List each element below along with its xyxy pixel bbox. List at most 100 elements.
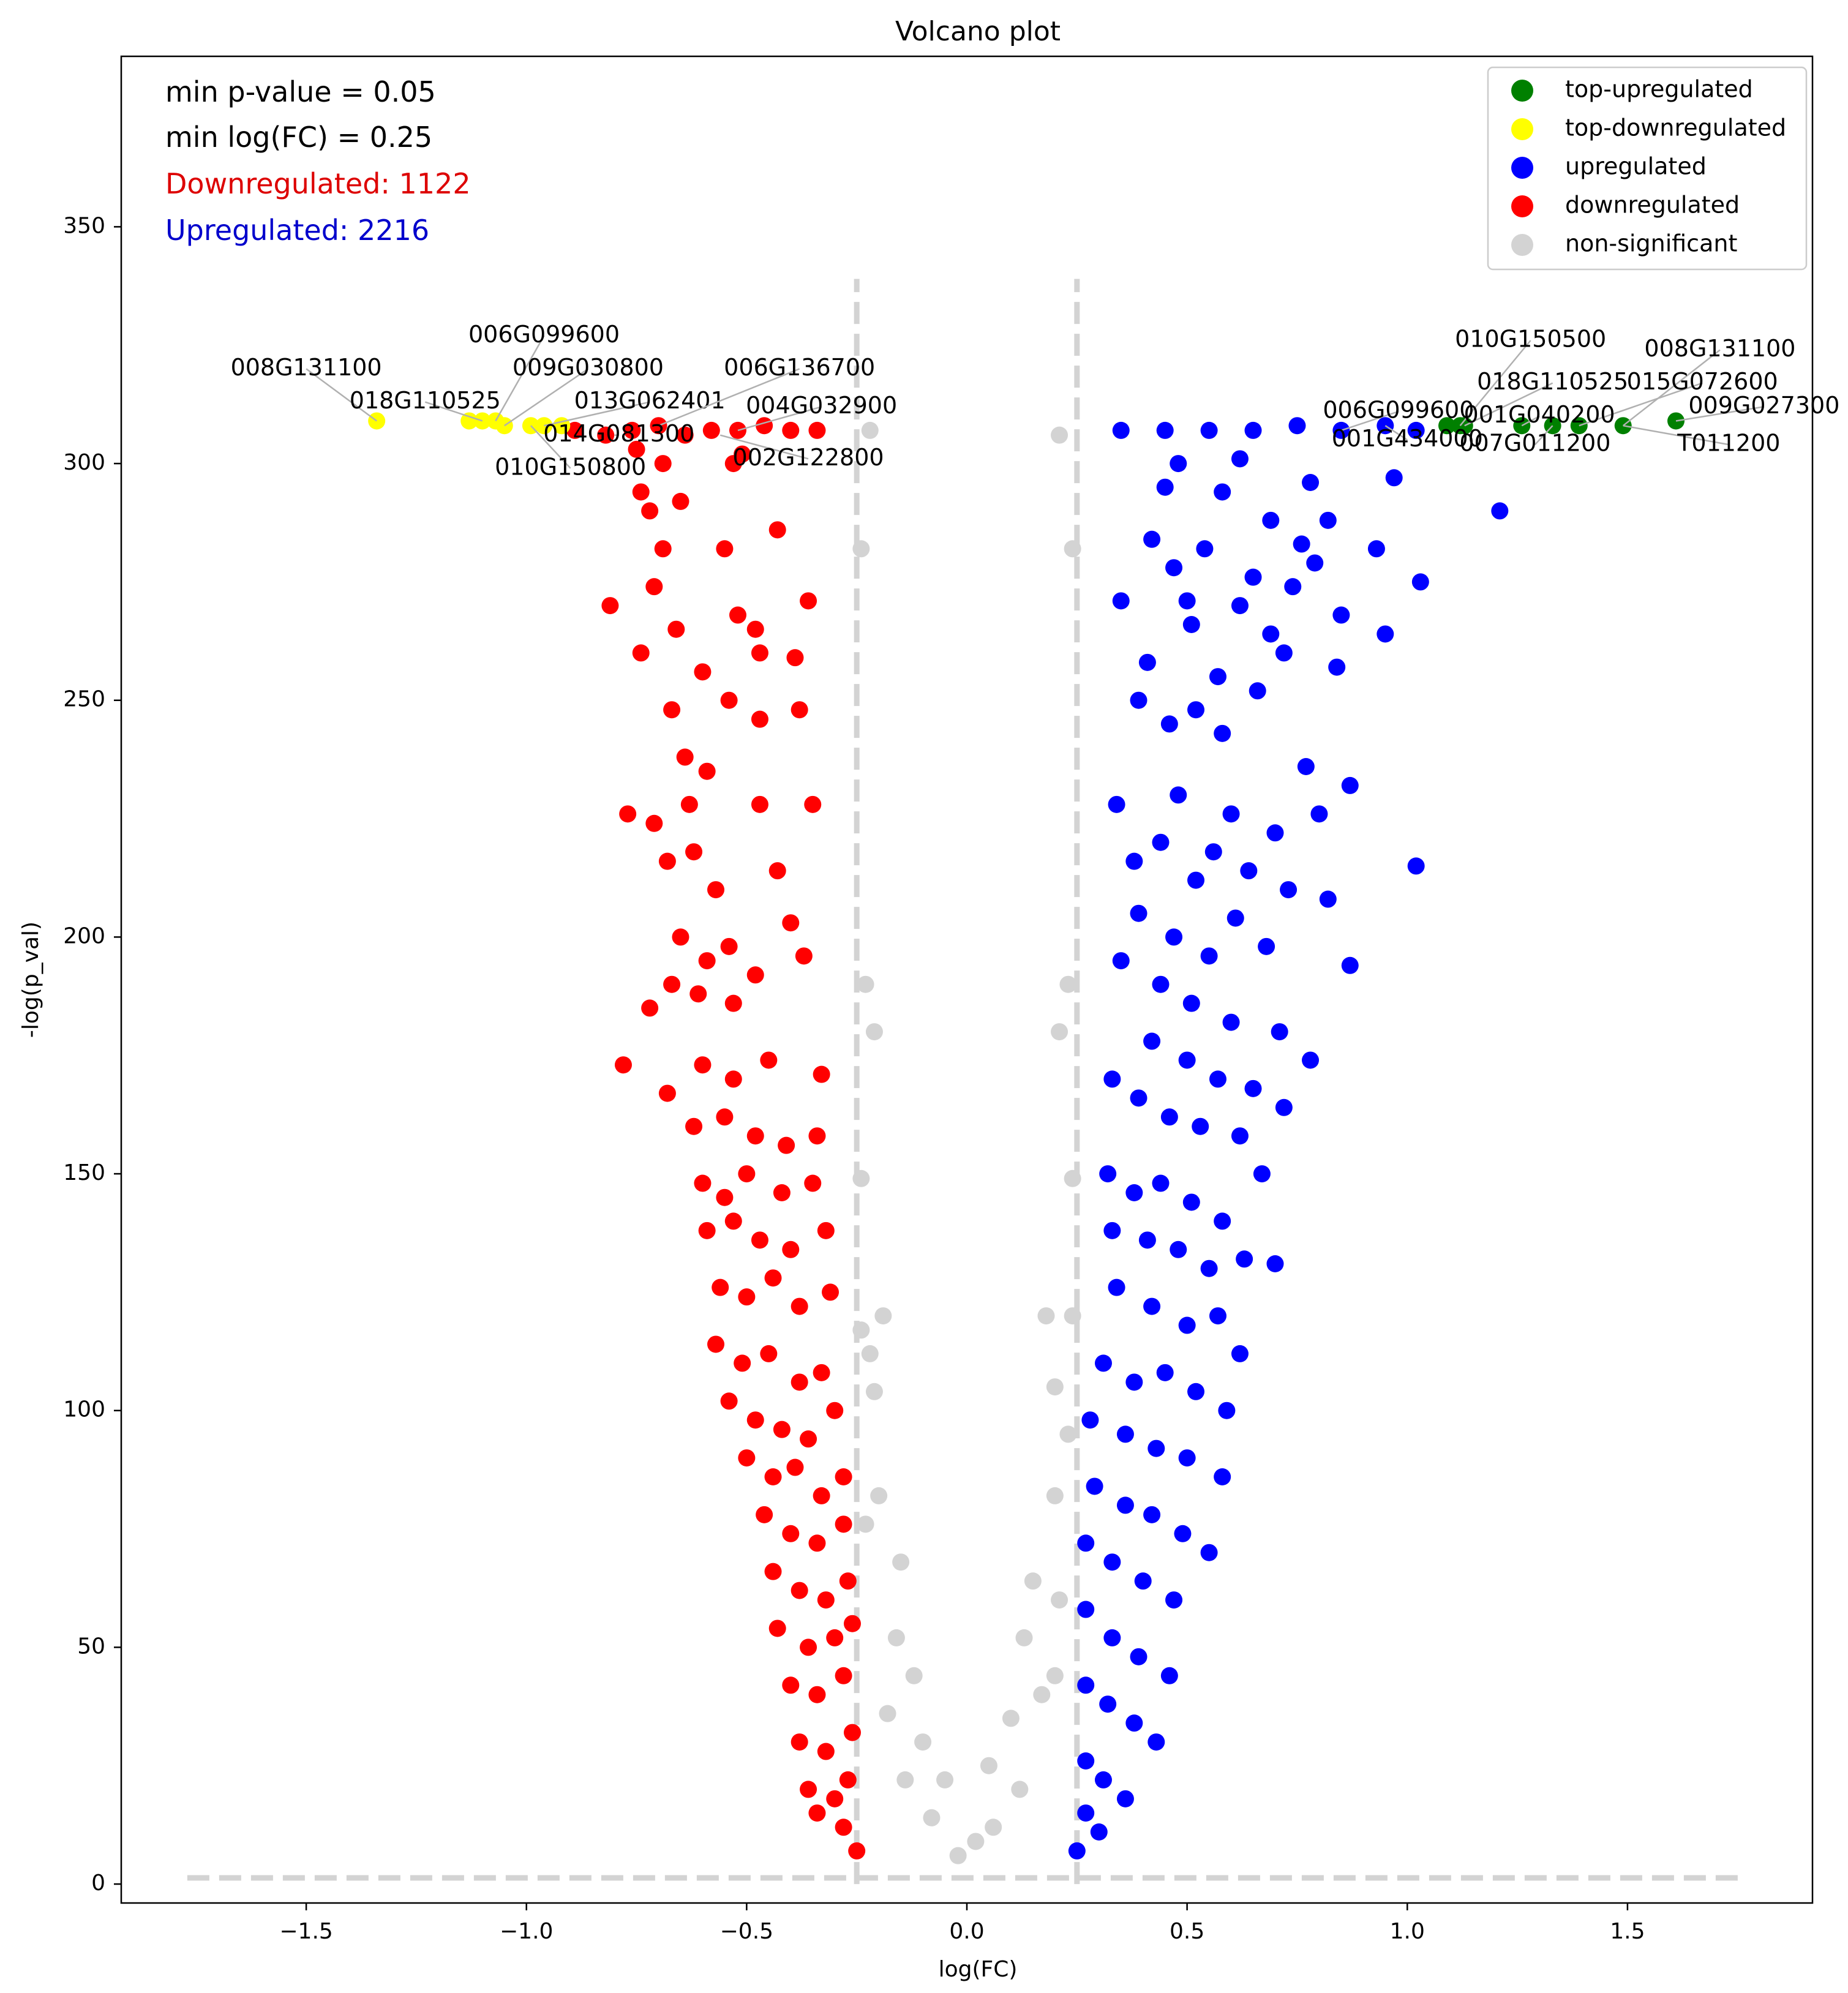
- downregulated-point: [800, 1430, 817, 1448]
- upregulated-point: [1125, 1373, 1143, 1391]
- downregulated-point: [768, 521, 786, 539]
- downregulated-point: [734, 445, 751, 463]
- upregulated-point: [1143, 1297, 1161, 1315]
- upregulated-point: [1288, 417, 1306, 435]
- downregulated-point: [694, 1174, 712, 1192]
- downregulated-point: [689, 985, 707, 1003]
- non-significant-point: [892, 1553, 910, 1571]
- non-significant-point: [1064, 1307, 1081, 1325]
- upregulated-point: [1178, 1316, 1196, 1334]
- gene-annotation: 006G099600: [1323, 397, 1474, 432]
- upregulated-point: [1222, 805, 1240, 823]
- downregulated-point: [791, 1733, 808, 1751]
- downregulated-point: [808, 1686, 826, 1703]
- upregulated-point: [1196, 540, 1214, 558]
- annotation-label: 018G110525: [350, 387, 501, 414]
- non-significant-point: [923, 1809, 941, 1826]
- downregulated-point: [676, 426, 694, 444]
- upregulated-point: [1297, 758, 1315, 775]
- downregulated-point: [738, 1165, 756, 1183]
- gene-annotation: 006G099600: [468, 321, 620, 422]
- non-significant-point: [1037, 1307, 1055, 1325]
- downregulated-point: [817, 1591, 835, 1609]
- upregulated-point: [1077, 1676, 1095, 1694]
- upregulated-point: [1116, 1790, 1134, 1807]
- downregulated-point: [843, 1724, 861, 1741]
- annotation-leader-line: [1534, 425, 1553, 445]
- downregulated-point: [614, 1056, 632, 1074]
- downregulated-point: [746, 1411, 764, 1429]
- upregulated-point: [1178, 1449, 1196, 1467]
- upregulated-point: [1134, 1572, 1152, 1590]
- non-significant-point: [861, 1345, 879, 1362]
- upregulated-point: [1178, 1051, 1196, 1069]
- downregulated-point: [720, 1392, 738, 1410]
- downregulated-point: [756, 1506, 773, 1523]
- legend-label: upregulated: [1565, 153, 1707, 180]
- upregulated-point: [1214, 1212, 1231, 1230]
- downregulated-point: [658, 852, 676, 870]
- legend-label: downregulated: [1565, 192, 1740, 219]
- downregulated-point: [619, 805, 637, 823]
- top-upregulated-point: [1438, 417, 1456, 435]
- upregulated-point: [1385, 469, 1403, 487]
- gene-annotation: 009G030800: [504, 354, 664, 427]
- upregulated-point: [1262, 511, 1280, 529]
- downregulated-point: [808, 421, 826, 439]
- gene-annotation: 015G072600: [1579, 368, 1778, 427]
- upregulated-point: [1200, 947, 1218, 965]
- annotation-label: 002G122800: [733, 444, 884, 471]
- upregulated-point: [1086, 1477, 1103, 1495]
- downregulated-point: [658, 1084, 676, 1102]
- non-significant-point: [905, 1667, 923, 1684]
- legend-entry: downregulated: [1511, 192, 1740, 219]
- upregulated-point: [1068, 1842, 1086, 1860]
- upregulated-point: [1160, 715, 1178, 733]
- downregulated-point: [791, 1582, 808, 1599]
- gene-annotation: 006G136700: [658, 354, 875, 427]
- downregulated-point: [676, 748, 694, 766]
- non-significant-point: [852, 1169, 870, 1187]
- legend-entry: upregulated: [1511, 153, 1707, 180]
- upregulated-point: [1103, 1629, 1121, 1646]
- upregulated-count-text: Upregulated: 2216: [165, 214, 429, 247]
- upregulated-point: [1310, 805, 1328, 823]
- upregulated-point: [1081, 1411, 1099, 1429]
- gene-annotation: 014G081300: [543, 420, 694, 447]
- upregulated-point: [1266, 1255, 1284, 1272]
- upregulated-point: [1116, 1496, 1134, 1514]
- downregulated-point: [632, 483, 650, 501]
- downregulated-point: [746, 1127, 764, 1145]
- x-tick-label: 1.5: [1610, 1919, 1645, 1944]
- upregulated-point: [1332, 606, 1350, 624]
- upregulated-point: [1156, 421, 1174, 439]
- upregulated-point: [1130, 691, 1147, 709]
- downregulated-point: [712, 1278, 729, 1296]
- upregulated-point: [1209, 668, 1226, 686]
- downregulated-point: [835, 1667, 852, 1684]
- y-tick-label: 50: [77, 1634, 105, 1659]
- upregulated-point: [1094, 1771, 1112, 1788]
- downregulated-point: [786, 1458, 804, 1476]
- annotation-label: 001G040200: [1464, 401, 1615, 428]
- upregulated-point: [1182, 994, 1200, 1012]
- info-text-block: min p-value = 0.05 min log(FC) = 0.25 Do…: [165, 75, 471, 247]
- upregulated-point: [1192, 1117, 1209, 1135]
- downregulated-point: [672, 928, 689, 946]
- upregulated-point: [1218, 1402, 1236, 1419]
- upregulated-point: [1147, 1439, 1165, 1457]
- downregulated-point: [738, 1449, 756, 1467]
- gene-annotation: 002G122800: [719, 434, 884, 471]
- annotation-leader-line: [306, 368, 377, 422]
- upregulated-point: [1125, 852, 1143, 870]
- downregulated-point: [751, 710, 768, 728]
- upregulated-point: [1143, 1506, 1161, 1523]
- downregulated-point: [751, 795, 768, 813]
- downregulated-point: [628, 440, 645, 458]
- upregulated-point: [1130, 1648, 1147, 1665]
- downregulated-point: [720, 937, 738, 955]
- downregulated-point: [791, 1297, 808, 1315]
- non-significant-point: [949, 1847, 967, 1864]
- downregulated-point: [843, 1615, 861, 1632]
- downregulated-point: [694, 1056, 712, 1074]
